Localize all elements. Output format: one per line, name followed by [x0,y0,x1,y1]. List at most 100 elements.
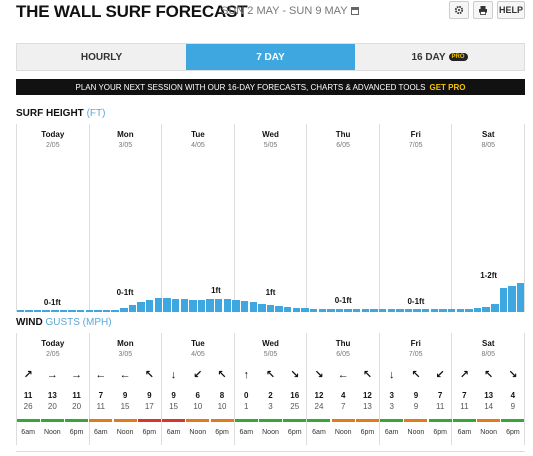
surf-bar [249,302,257,312]
wind-direction-arrow-icon: ↖ [484,369,494,381]
wind-direction-arrow-icon: ↘ [314,369,324,381]
surf-bar [344,308,352,312]
surf-bar [353,308,361,312]
wind-gust: 25 [290,402,300,411]
wind-speed: 13 [484,391,494,400]
day-column: Thu 6/05 [306,333,379,445]
surf-bar [223,298,232,312]
surf-day-grid: Today 2/05 Mon 3/05 Tue 4/05 Wed 5/05 Thu 6/05 Fri… [16,124,526,312]
surf-bar [318,308,326,312]
wind-title: WIND [16,317,43,328]
wind-gust: 11 [460,402,469,411]
wind-gust: 24 [314,402,324,411]
surf-day-label: 0-1ft [116,287,134,297]
wind-rating-bar [477,419,501,422]
time-label: 6pm [506,429,520,436]
wind-direction-arrow-icon: ↘ [508,369,518,381]
surf-bar [309,308,318,312]
surf-bar [327,308,335,312]
wind-gust: 20 [72,402,82,411]
wind-rating-bar [16,419,40,422]
wind-speed: 9 [413,391,419,400]
wind-speed: 13 [47,391,57,400]
print-button[interactable] [473,1,493,19]
day-name: Tue [191,339,205,348]
wind-rating-bar [210,419,234,422]
wind-gust: 20 [47,402,57,411]
wind-direction-arrow-icon: ← [95,369,107,381]
date-range[interactable]: SUN 2 MAY - SUN 9 MAY [221,5,359,17]
wind-direction-arrow-icon: ← [337,369,349,381]
wind-gust: 3 [389,402,394,411]
wind-gust: 3 [268,402,273,411]
day-date: 5/05 [263,142,278,149]
day-column: Wed 5/05 [233,333,307,445]
help-button[interactable]: HELP [497,1,525,19]
surf-bar [404,308,413,312]
surf-bar [258,304,266,312]
day-date: 3/05 [118,351,133,358]
day-column: Sat 8/05 [451,124,526,312]
wind-direction-arrow-icon: ↖ [265,369,276,381]
wind-speed: 12 [314,391,324,400]
day-name: Tue [191,130,205,139]
surf-bar [301,308,309,312]
surf-bar [146,299,154,312]
surf-bar [180,298,188,312]
day-name: Fri [410,339,421,348]
calendar-icon[interactable] [350,7,359,15]
wind-day-grid: Today 2/05 Mon 3/05 Tue 4/05 Wed 5/05 Thu 6/05 Fri… [16,333,526,445]
wind-speed: 4 [510,391,516,400]
header: THE WALL SURF FORECAST SUN 2 MAY - SUN 9… [16,0,525,24]
wind-rating-bar [501,419,525,422]
wind-rating-bar [307,419,331,422]
wind-speed: 6 [195,391,200,400]
tab-0[interactable]: HOURLY [17,44,186,70]
day-date: 7/05 [408,142,423,149]
day-name: Today [41,130,65,139]
surf-bar [473,307,482,312]
surf-bar [120,307,128,312]
wind-gust: 17 [144,402,154,411]
wind-direction-arrow-icon: → [71,369,83,381]
time-label: 6am [312,429,326,436]
surf-bar [465,308,473,312]
day-column: Fri 7/05 [378,124,452,312]
time-label: 6am [457,429,472,436]
wind-rating-bar [283,419,307,422]
day-date: 3/05 [118,142,133,149]
get-pro-link[interactable]: GET PRO [429,82,466,92]
time-label: Noon [189,429,207,436]
surf-bar [197,299,206,312]
tab-2[interactable]: 16 DAY PRO [355,44,524,70]
wind-speed: 12 [362,391,372,400]
surf-bar [137,302,145,312]
time-label: Noon [480,429,497,436]
surf-bar [128,305,137,312]
wind-direction-arrow-icon: ↘ [290,369,300,381]
surf-bar [51,309,59,312]
day-column: Tue 4/05 [161,124,234,312]
surf-day-label: 1ft [211,285,221,295]
wind-speed: 11 [23,391,33,400]
tab-1[interactable]: 7 DAY [186,44,355,70]
settings-button[interactable] [449,1,469,19]
promo-banner[interactable]: PLAN YOUR NEXT SESSION WITH OUR 16-DAY F… [16,79,525,95]
surf-bar [370,308,378,312]
surf-bar [292,307,301,312]
day-date: 8/05 [481,351,496,358]
wind-rating-bar [186,419,210,422]
wind-gust: 15 [120,402,130,411]
wind-rating-bar [40,419,64,422]
wind-speed: 16 [290,391,300,400]
surf-bar [396,308,404,312]
wind-gust: 10 [193,402,203,411]
surf-bar [102,309,111,312]
surf-height-unit: (FT) [86,108,106,119]
day-name: Sat [482,130,495,139]
surf-bar [215,298,223,312]
surf-height-label: SURF HEIGHT (FT) [16,108,105,119]
wind-gust: 10 [217,402,227,411]
wind-rating-bar [162,419,186,422]
wind-rating-bar [404,419,428,422]
